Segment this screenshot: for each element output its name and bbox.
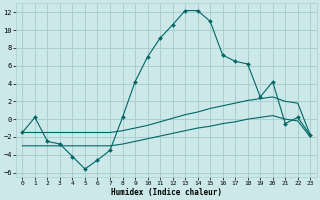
X-axis label: Humidex (Indice chaleur): Humidex (Indice chaleur) [111,188,222,197]
